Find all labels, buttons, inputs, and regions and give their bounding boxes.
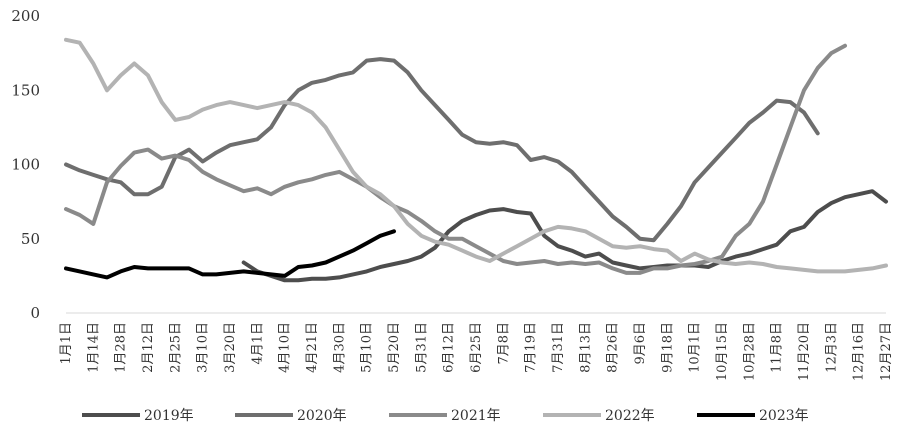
- x-tick-label: 9月6日: [633, 322, 648, 365]
- x-tick-label: 5月20日: [387, 322, 402, 373]
- x-tick-label: 10月1日: [688, 322, 703, 373]
- y-tick-label: 50: [21, 230, 40, 248]
- y-axis: 0 50 100 150 200: [11, 7, 40, 322]
- y-tick-label: 100: [11, 156, 40, 174]
- series-line-4: [64, 37, 888, 274]
- legend-label: 2020年: [297, 408, 347, 424]
- legend-label: 2019年: [144, 408, 194, 424]
- x-axis: 1月1日 1月14日 1月28日 2月12日 2月25日 3月10日 3月20日 4月1日 4月…: [59, 312, 894, 381]
- y-tick-label: 200: [11, 7, 40, 25]
- series-line-3: [64, 43, 847, 275]
- x-tick-label: 5月31日: [414, 322, 429, 373]
- x-tick-label: 4月1日: [250, 322, 265, 365]
- x-tick-label: 5月10日: [360, 322, 375, 373]
- x-tick-label: 7月31日: [551, 322, 566, 373]
- x-tick-label: 12月3日: [824, 322, 839, 373]
- series-line-1: [241, 189, 888, 283]
- x-tick-label: 7月8日: [496, 322, 511, 365]
- x-tick-label: 4月21日: [305, 322, 320, 373]
- x-tick-label: 11月8日: [770, 322, 785, 373]
- x-tick-label: 10月28日: [742, 322, 757, 381]
- y-tick-label: 0: [30, 304, 40, 322]
- x-tick-label: 8月13日: [578, 322, 593, 373]
- x-tick-label: 2月25日: [168, 322, 183, 373]
- series-layer: [64, 37, 888, 283]
- x-tick-label: 10月15日: [715, 322, 730, 381]
- x-tick-label: 6月12日: [442, 322, 457, 373]
- x-tick-label: 2月12日: [141, 322, 156, 373]
- x-tick-label: 11月20日: [797, 322, 812, 381]
- x-tick-label: 1月1日: [59, 322, 74, 365]
- legend-label: 2022年: [605, 408, 655, 424]
- x-tick-label: 3月20日: [223, 322, 238, 373]
- x-tick-label: 12月27日: [879, 322, 894, 381]
- x-tick-label: 12月16日: [852, 322, 867, 381]
- legend: 2019年 2020年 2021年 2022年 2023年: [82, 408, 809, 424]
- x-tick-label: 4月10日: [278, 322, 293, 373]
- x-tick-label: 1月14日: [86, 322, 101, 373]
- x-tick-label: 4月30日: [332, 322, 347, 373]
- x-tick-label: 9月18日: [660, 322, 675, 373]
- y-tick-label: 150: [11, 81, 40, 99]
- x-tick-label: 1月28日: [114, 322, 129, 373]
- series-line-2: [64, 57, 820, 243]
- legend-label: 2021年: [451, 408, 501, 424]
- x-tick-label: 6月25日: [469, 322, 484, 373]
- legend-label: 2023年: [759, 408, 809, 424]
- series-line-5: [64, 229, 396, 280]
- x-tick-label: 3月10日: [196, 322, 211, 373]
- x-tick-label: 8月26日: [606, 322, 621, 373]
- x-tick-label: 7月19日: [524, 322, 539, 373]
